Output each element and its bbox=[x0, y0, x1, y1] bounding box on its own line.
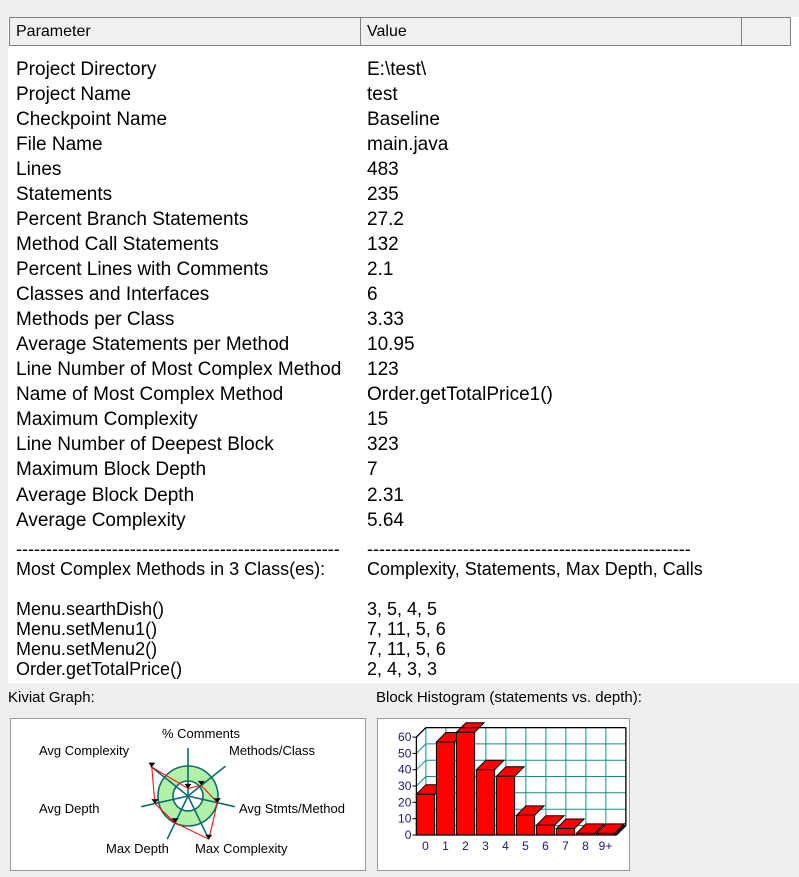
svg-text:5: 5 bbox=[522, 839, 529, 853]
svg-text:0: 0 bbox=[405, 828, 412, 842]
svg-text:40: 40 bbox=[398, 763, 412, 777]
svg-text:1: 1 bbox=[442, 839, 449, 853]
svg-text:3: 3 bbox=[482, 839, 489, 853]
svg-text:7: 7 bbox=[562, 839, 569, 853]
svg-text:8: 8 bbox=[582, 839, 589, 853]
svg-text:20: 20 bbox=[398, 795, 412, 809]
svg-text:10: 10 bbox=[398, 812, 412, 826]
svg-text:50: 50 bbox=[398, 746, 412, 760]
svg-text:9+: 9+ bbox=[599, 839, 613, 853]
svg-text:2: 2 bbox=[462, 839, 469, 853]
svg-text:6: 6 bbox=[542, 839, 549, 853]
svg-text:4: 4 bbox=[502, 839, 509, 853]
svg-text:0: 0 bbox=[422, 839, 429, 853]
svg-text:30: 30 bbox=[398, 779, 412, 793]
svg-text:60: 60 bbox=[398, 730, 412, 744]
